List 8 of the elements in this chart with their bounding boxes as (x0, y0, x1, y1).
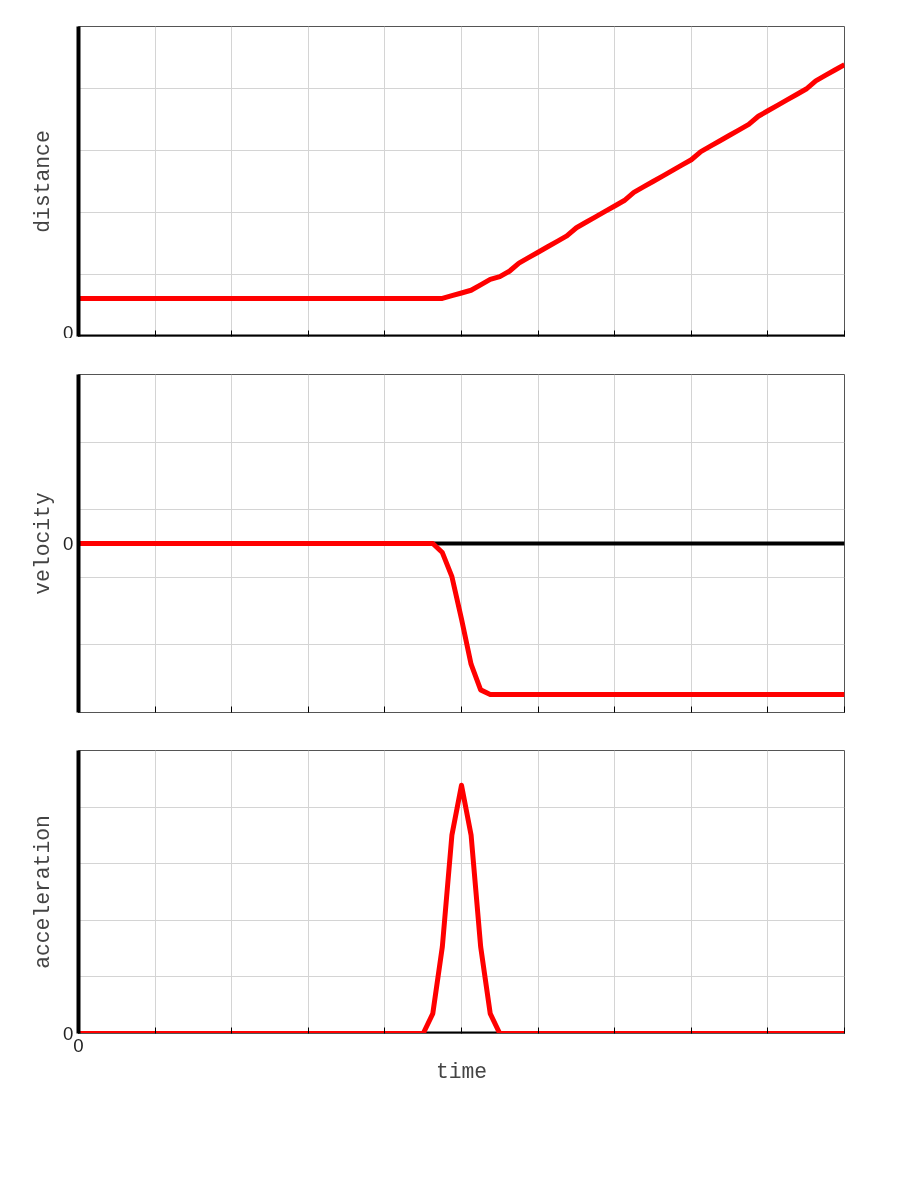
y-axis-title: velocity (31, 492, 56, 595)
ref-line-label: 0 (63, 1023, 74, 1044)
ref-line-label: 0 (63, 321, 74, 343)
y-axis-title: distance (31, 130, 56, 233)
ref-line-label: 0 (63, 533, 74, 554)
y-axis-title: acceleration (31, 815, 56, 969)
text: 0 (73, 1034, 84, 1056)
x-axis-title: time (435, 1059, 488, 1084)
